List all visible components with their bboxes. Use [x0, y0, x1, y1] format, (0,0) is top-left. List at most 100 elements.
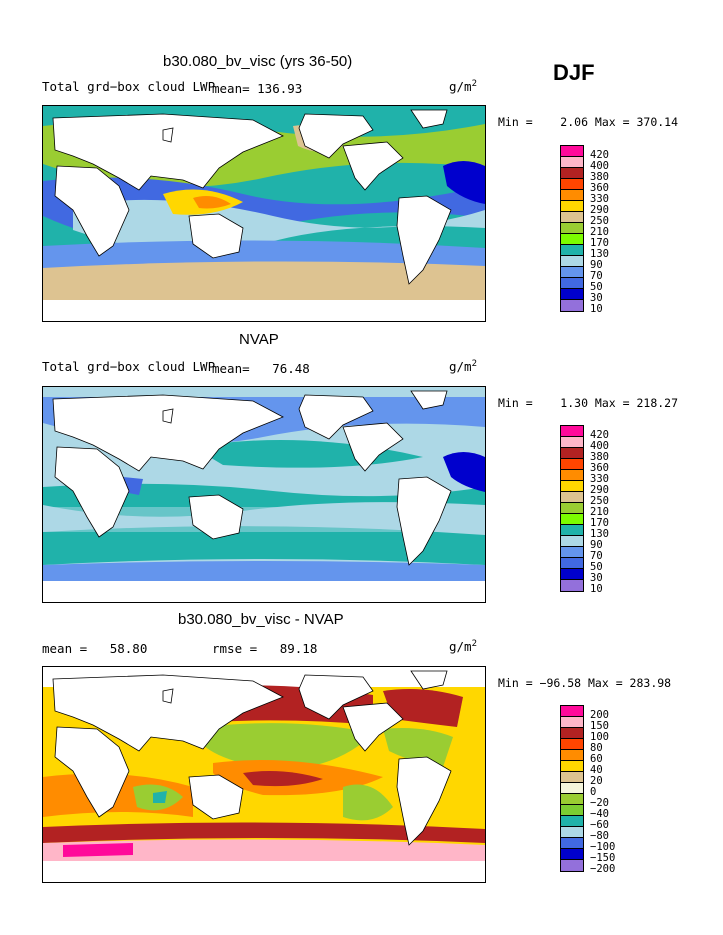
colorbar-swatch	[561, 739, 583, 750]
panel3-title: b30.080_bv_visc - NVAP	[178, 611, 344, 628]
panel2-map	[42, 386, 486, 603]
colorbar-swatch	[561, 761, 583, 772]
colorbar-swatch	[561, 426, 583, 437]
panel2-title: NVAP	[239, 331, 279, 348]
colorbar-label: 10	[590, 303, 603, 315]
colorbar-swatch	[561, 234, 583, 245]
colorbar-label: 380	[590, 451, 609, 463]
colorbar-swatch	[561, 706, 583, 717]
colorbar-label: 290	[590, 204, 609, 216]
panel1-variable: Total grd−box cloud LWP	[42, 79, 216, 94]
colorbar-swatch	[561, 503, 583, 514]
colorbar-label: −80	[590, 830, 609, 842]
panel3-mean: mean = 58.80	[42, 641, 148, 656]
panel3-rmse: rmse = 89.18	[212, 641, 318, 656]
colorbar-label: −100	[590, 841, 616, 853]
colorbar-swatch	[561, 212, 583, 223]
colorbar-swatch	[561, 536, 583, 547]
colorbar-swatch	[561, 245, 583, 256]
panel1-units: g/m2	[449, 79, 477, 95]
colorbar-label: −40	[590, 808, 609, 820]
colorbar-label: 170	[590, 517, 609, 529]
colorbar-swatch	[561, 827, 583, 838]
panel2-units: g/m2	[449, 359, 477, 375]
colorbar-swatch	[561, 783, 583, 794]
colorbar-swatch	[561, 300, 583, 311]
colorbar-label: 130	[590, 248, 609, 260]
panel3-map	[42, 666, 486, 883]
colorbar-swatch	[561, 448, 583, 459]
colorbar-swatch	[561, 289, 583, 300]
colorbar-label: 400	[590, 440, 609, 452]
colorbar-label: 420	[590, 429, 609, 441]
colorbar-label: −20	[590, 797, 609, 809]
colorbar-label: 150	[590, 720, 609, 732]
colorbar-swatch	[561, 525, 583, 536]
panel3-minmax: Min = −96.58 Max = 283.98	[498, 676, 672, 690]
colorbar-swatch	[561, 201, 583, 212]
colorbar-label: 250	[590, 495, 609, 507]
colorbar-label: −200	[590, 863, 616, 875]
colorbar-label: 200	[590, 709, 609, 721]
panel2-minmax: Min = 1.30 Max = 218.27	[498, 396, 679, 410]
colorbar-label: −150	[590, 852, 616, 864]
colorbar-swatch	[561, 157, 583, 168]
colorbar-label: 70	[590, 550, 603, 562]
colorbar-swatch	[561, 580, 583, 591]
season-label: DJF	[553, 60, 595, 85]
colorbar-swatch	[561, 750, 583, 761]
colorbar-swatch	[561, 558, 583, 569]
colorbar-label: 50	[590, 561, 603, 573]
colorbar-label: 330	[590, 193, 609, 205]
colorbar-label: 70	[590, 270, 603, 282]
colorbar-label: 40	[590, 764, 603, 776]
colorbar-label: 380	[590, 171, 609, 183]
panel2-colorbar	[560, 425, 584, 592]
panel1-colorbar	[560, 145, 584, 312]
colorbar-swatch	[561, 278, 583, 289]
colorbar-label: 420	[590, 149, 609, 161]
colorbar-swatch	[561, 569, 583, 580]
colorbar-swatch	[561, 437, 583, 448]
colorbar-swatch	[561, 860, 583, 871]
colorbar-label: 30	[590, 572, 603, 584]
colorbar-swatch	[561, 146, 583, 157]
colorbar-swatch	[561, 223, 583, 234]
colorbar-label: 400	[590, 160, 609, 172]
colorbar-swatch	[561, 459, 583, 470]
colorbar-swatch	[561, 179, 583, 190]
panel1-map	[42, 105, 486, 322]
colorbar-label: 290	[590, 484, 609, 496]
colorbar-label: 250	[590, 215, 609, 227]
colorbar-swatch	[561, 547, 583, 558]
colorbar-label: −60	[590, 819, 609, 831]
colorbar-label: 80	[590, 742, 603, 754]
colorbar-label: 20	[590, 775, 603, 787]
colorbar-swatch	[561, 805, 583, 816]
colorbar-label: 210	[590, 226, 609, 238]
colorbar-label: 0	[590, 786, 597, 798]
colorbar-swatch	[561, 168, 583, 179]
colorbar-swatch	[561, 728, 583, 739]
panel1-mean: mean= 136.93	[212, 81, 303, 96]
colorbar-label: 10	[590, 583, 603, 595]
panel2-variable: Total grd−box cloud LWP	[42, 359, 216, 374]
colorbar-swatch	[561, 470, 583, 481]
colorbar-label: 360	[590, 462, 609, 474]
colorbar-label: 90	[590, 259, 603, 271]
colorbar-label: 210	[590, 506, 609, 518]
colorbar-swatch	[561, 514, 583, 525]
colorbar-swatch	[561, 190, 583, 201]
colorbar-label: 60	[590, 753, 603, 765]
panel1-minmax: Min = 2.06 Max = 370.14	[498, 115, 679, 129]
colorbar-swatch	[561, 794, 583, 805]
colorbar-swatch	[561, 267, 583, 278]
colorbar-label: 100	[590, 731, 609, 743]
colorbar-swatch	[561, 717, 583, 728]
panel1-title: b30.080_bv_visc (yrs 36-50)	[163, 53, 353, 70]
panel2-mean: mean= 76.48	[212, 361, 310, 376]
colorbar-swatch	[561, 838, 583, 849]
colorbar-swatch	[561, 772, 583, 783]
colorbar-label: 50	[590, 281, 603, 293]
colorbar-label: 330	[590, 473, 609, 485]
